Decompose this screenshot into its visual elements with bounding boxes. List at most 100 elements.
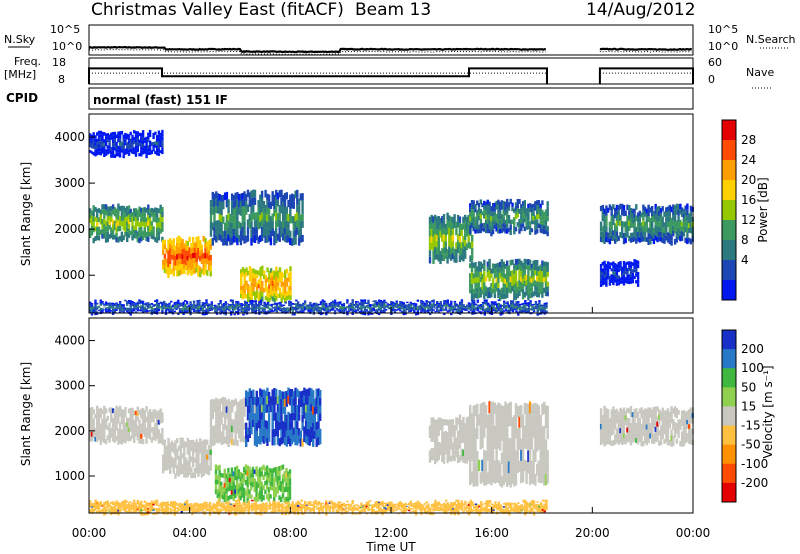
- heatmap-cell: [490, 292, 493, 298]
- heatmap-cell: [277, 303, 280, 305]
- heatmap-cell: [476, 228, 479, 234]
- heatmap-cell: [487, 305, 490, 307]
- heatmap-cell: [191, 258, 195, 264]
- heatmap-cell: [601, 210, 604, 216]
- heatmap-cell: [140, 306, 143, 309]
- heatmap-cell: [89, 407, 92, 413]
- heatmap-cell: [176, 248, 179, 255]
- heatmap-cell: [458, 242, 462, 250]
- heatmap-cell: [108, 215, 111, 221]
- heatmap-cell: [126, 136, 129, 140]
- heatmap-cell: [213, 405, 216, 413]
- heatmap-cell: [287, 277, 290, 282]
- heatmap-cell: [101, 309, 104, 312]
- heatmap-cell: [103, 416, 106, 422]
- heatmap-cell: [612, 204, 615, 210]
- heatmap-cell: [491, 229, 495, 235]
- heatmap-cell: [241, 473, 244, 479]
- heatmap-cell: [543, 266, 546, 272]
- heatmap-cell: [395, 303, 398, 305]
- heatmap-cell: [154, 217, 157, 223]
- heatmap-cell: [233, 309, 236, 311]
- heatmap-cell: [177, 241, 181, 248]
- heatmap-cell: [271, 473, 274, 478]
- heatmap-cell: [339, 306, 342, 308]
- heatmap-cell: [677, 204, 680, 210]
- heatmap-cell: [141, 235, 145, 241]
- heatmap-cell: [439, 417, 442, 424]
- heatmap-cell: [196, 304, 199, 307]
- heatmap-cell: [474, 208, 477, 213]
- heatmap-cell: [538, 308, 541, 311]
- heatmap-cell: [319, 309, 323, 312]
- heatmap-cell: [223, 222, 227, 231]
- heatmap-cell: [518, 274, 521, 280]
- heatmap-cell: [508, 311, 511, 313]
- heatmap-cell: [113, 414, 117, 420]
- heatmap-cell: [500, 270, 504, 277]
- heatmap-cell: [340, 304, 344, 306]
- heatmap-cell: [201, 302, 205, 304]
- heatmap-cell: [147, 427, 150, 433]
- heatmap-cell: [479, 223, 482, 229]
- heatmap-cell: [441, 308, 444, 310]
- heatmap-cell: [665, 226, 668, 231]
- heatmap-cell: [629, 222, 633, 228]
- heatmap-cell: [474, 225, 477, 230]
- heatmap-cell: [120, 205, 124, 211]
- heatmap-cell: [227, 206, 230, 214]
- heatmap-cell: [523, 200, 526, 205]
- heatmap-cell: [304, 435, 308, 444]
- heatmap-cell: [353, 310, 356, 312]
- heatmap-cell: [212, 307, 215, 309]
- heatmap-cell: [638, 210, 641, 216]
- heatmap-cell: [488, 219, 491, 225]
- heatmap-cell: [247, 297, 250, 302]
- heatmap-cell: [355, 309, 358, 312]
- heatmap-cell: [493, 202, 497, 207]
- heatmap-cell: [122, 433, 125, 438]
- heatmap-cell: [631, 232, 634, 238]
- heatmap-cell: [131, 428, 134, 434]
- heatmap-cell: [213, 233, 216, 241]
- heatmap-cell: [456, 240, 460, 247]
- heatmap-cell: [243, 228, 246, 237]
- heatmap-cell: [118, 221, 122, 226]
- heatmap-cell: [155, 427, 159, 434]
- noise-right-label: N.Search: [746, 33, 796, 46]
- heatmap-cell: [491, 211, 495, 217]
- heatmap-cell: [134, 229, 138, 235]
- heatmap-cell: [446, 249, 449, 257]
- heatmap-cell: [215, 404, 218, 411]
- heatmap-cell: [679, 219, 682, 226]
- heatmap-cell: [476, 304, 479, 307]
- heatmap-cell: [227, 481, 230, 487]
- heatmap-cell: [501, 309, 504, 312]
- heatmap-cell: [257, 279, 260, 284]
- heatmap-cell: [612, 281, 615, 286]
- heatmap-cell: [163, 263, 167, 269]
- heatmap-cell: [540, 311, 543, 313]
- heatmap-cell: [635, 238, 638, 244]
- heatmap-cell: [534, 290, 537, 296]
- heatmap-cell: [260, 481, 263, 487]
- heatmap-cell: [257, 214, 260, 222]
- heatmap-cell: [172, 443, 175, 449]
- heatmap-cell: [103, 142, 106, 147]
- heatmap-cell: [362, 312, 365, 315]
- heatmap-cell: [90, 313, 94, 316]
- heatmap-cell: [193, 263, 197, 269]
- heatmap-cell: [280, 465, 283, 471]
- heatmap-cell: [155, 152, 159, 156]
- heatmap-cell: [310, 396, 313, 404]
- heatmap-cell: [268, 293, 271, 298]
- heatmap-cell: [628, 280, 631, 285]
- heatmap-cell: [267, 234, 271, 242]
- heatmap-cell: [453, 300, 457, 303]
- heatmap-cell: [502, 293, 505, 300]
- heatmap-cell: [124, 212, 127, 218]
- heatmap-cell: [332, 302, 335, 304]
- heatmap-cell: [147, 411, 150, 417]
- heatmap-cell: [488, 275, 491, 282]
- heatmap-cell: [432, 448, 435, 455]
